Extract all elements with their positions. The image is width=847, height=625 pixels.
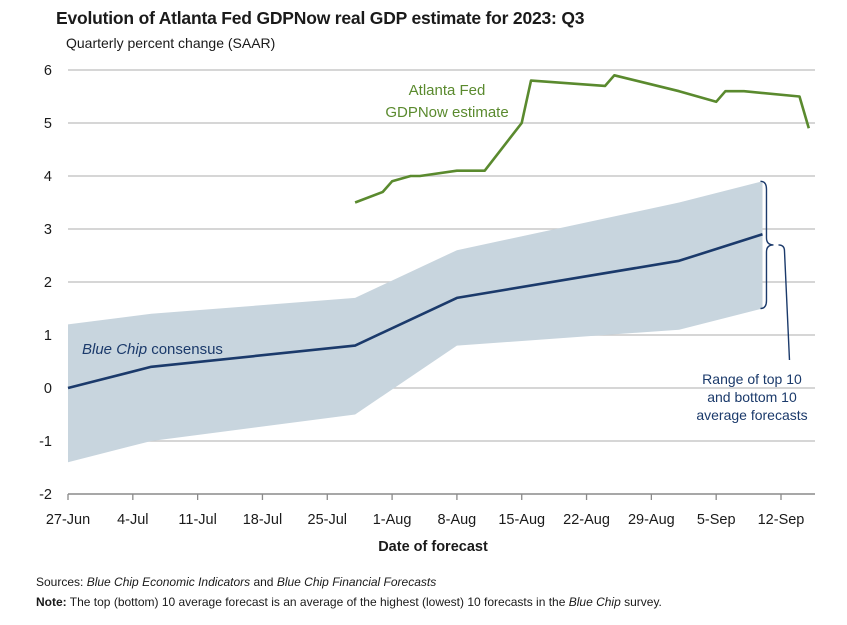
x-tick-label: 4-Jul: [117, 512, 148, 528]
y-tick-label: 0: [44, 381, 52, 397]
sources-label: Sources:: [36, 575, 84, 589]
sources-note: Sources: Blue Chip Economic Indicators a…: [36, 575, 436, 589]
consensus-label-italic: Blue Chip: [82, 341, 147, 358]
sources-part3: Blue Chip Financial Forecasts: [276, 575, 437, 589]
x-tick-label: 5-Sep: [697, 512, 736, 528]
y-tick-label: 2: [44, 275, 52, 291]
blue-chip-consensus-line: [67, 233, 763, 390]
range-label: and bottom 10: [707, 389, 797, 405]
y-tick-label: -1: [39, 434, 52, 450]
x-tick-label: 8-Aug: [438, 512, 477, 528]
sources-part1: Blue Chip Economic Indicators: [86, 575, 251, 589]
range-leader-line: [778, 244, 791, 361]
y-tick-label: 5: [44, 116, 52, 132]
y-tick-label: 3: [44, 222, 52, 238]
x-tick-label: 18-Jul: [243, 512, 283, 528]
x-tick-label: 15-Aug: [498, 512, 545, 528]
y-tick-label: 6: [44, 63, 52, 79]
range-band: [68, 181, 763, 463]
x-axis-title: Date of forecast: [378, 539, 488, 555]
series-lines: [67, 74, 811, 390]
chart-subtitle: Quarterly percent change (SAAR): [66, 35, 276, 51]
x-tick-label: 29-Aug: [628, 512, 675, 528]
x-tick-label: 11-Jul: [178, 512, 216, 528]
y-tick-label: 1: [44, 328, 52, 344]
gdpnow-label: Atlanta Fed: [409, 82, 486, 99]
y-tick-label: 4: [44, 169, 52, 185]
annotations: Atlanta Fed GDPNow estimate Blue Chip cons…: [82, 82, 808, 423]
range-label: average forecasts: [696, 407, 807, 423]
note-part2: Blue Chip: [568, 595, 621, 609]
y-tick-label: -2: [39, 487, 52, 503]
note-label: Note:: [36, 595, 67, 609]
x-tick-label: 25-Jul: [308, 512, 348, 528]
consensus-label-rest: consensus: [147, 341, 223, 358]
x-tick-label: 1-Aug: [373, 512, 412, 528]
sources-part2: and: [250, 575, 277, 589]
note-part1: The top (bottom) 10 average forecast is …: [66, 595, 569, 609]
consensus-label: Blue Chip consensus: [82, 341, 223, 358]
forecast-range-band: [68, 181, 763, 463]
gdpnow-label: GDPNow estimate: [385, 104, 508, 121]
x-tick-label: 27-Jun: [46, 512, 90, 528]
x-tick-label: 22-Aug: [563, 512, 610, 528]
chart-title: Evolution of Atlanta Fed GDPNow real GDP…: [56, 8, 585, 28]
methodology-note: Note: The top (bottom) 10 average foreca…: [36, 595, 662, 609]
gdpnow-estimate-line: [354, 74, 811, 204]
note-part3: survey.: [620, 595, 662, 609]
axes: 6 5 4 3 2 1 0 -1 -2 27-Jun 4-Jul 11-Jul 18-Jul 25-Jul…: [39, 63, 815, 555]
range-label: Range of top 10: [702, 371, 802, 387]
x-tick-label: 12-Sep: [758, 512, 805, 528]
